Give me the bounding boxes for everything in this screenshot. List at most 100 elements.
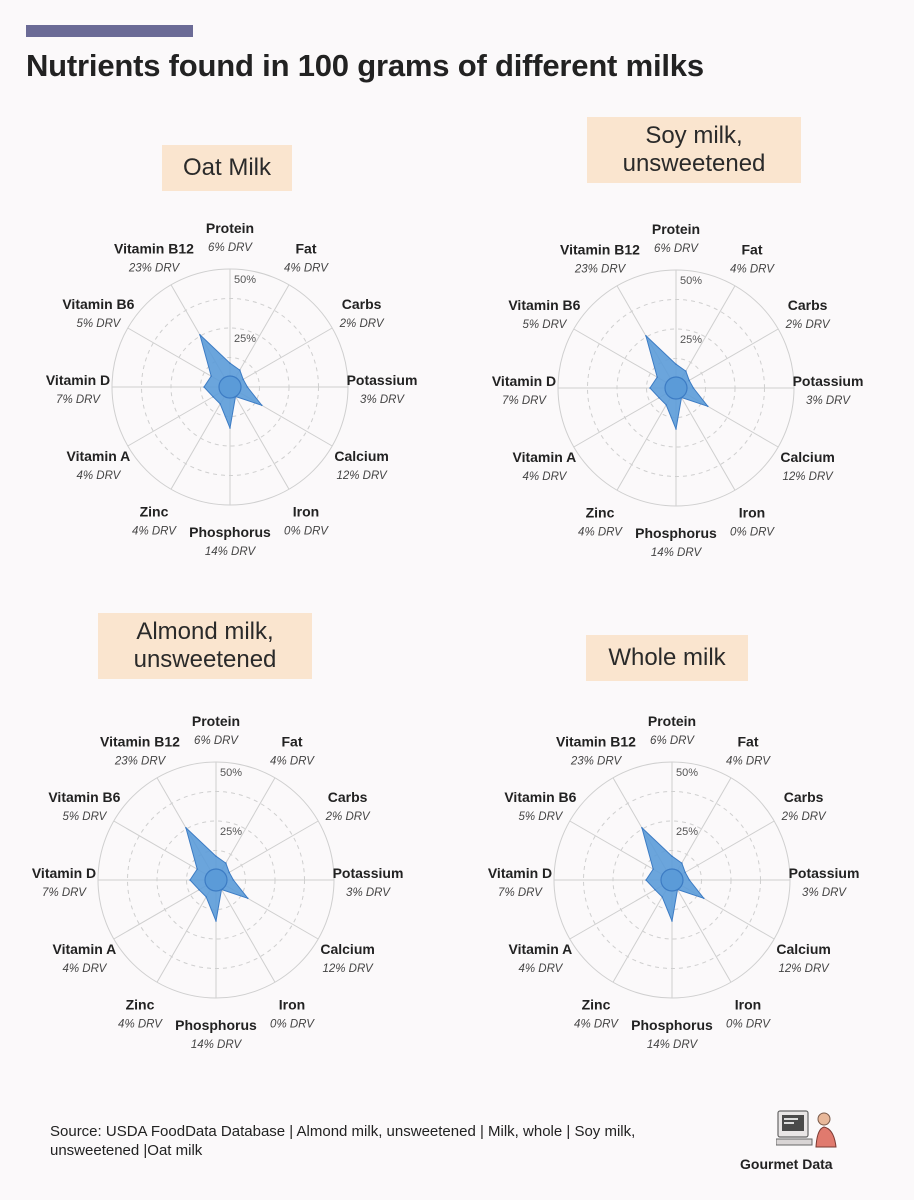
data-point-vitamin-b12 xyxy=(645,335,647,337)
axis-drv-carbs: 2% DRV xyxy=(781,811,827,823)
axis-drv-vitamin-b12: 23% DRV xyxy=(570,755,623,767)
data-point-vitamin-a xyxy=(198,889,200,891)
axis-drv-potassium: 3% DRV xyxy=(806,395,851,407)
axis-label-vitamin-d: Vitamin D xyxy=(492,373,556,389)
spoke-iron xyxy=(229,386,290,490)
axis-drv-zinc: 4% DRV xyxy=(578,527,623,539)
axis-label-vitamin-b12: Vitamin B12 xyxy=(560,241,640,257)
data-point-vitamin-b12 xyxy=(641,827,643,829)
axis-label-vitamin-b6: Vitamin B6 xyxy=(62,296,134,312)
data-point-fat xyxy=(239,369,241,371)
spoke-carbs xyxy=(215,820,319,881)
axis-label-potassium: Potassium xyxy=(789,865,860,881)
axis-label-phosphorus: Phosphorus xyxy=(631,1017,713,1033)
axis-drv-calcium: 12% DRV xyxy=(778,963,830,975)
axis-label-vitamin-b6: Vitamin B6 xyxy=(508,297,580,313)
axis-drv-vitamin-b12: 23% DRV xyxy=(574,263,627,275)
axis-drv-vitamin-b12: 23% DRV xyxy=(114,755,167,767)
data-point-vitamin-d xyxy=(649,387,651,389)
axis-drv-protein: 6% DRV xyxy=(208,242,253,254)
axis-drv-phosphorus: 14% DRV xyxy=(205,546,257,558)
axis-label-vitamin-b6: Vitamin B6 xyxy=(504,789,576,805)
axis-label-calcium: Calcium xyxy=(780,449,834,465)
chart-title-whole: Whole milk xyxy=(586,635,748,681)
data-point-vitamin-b12 xyxy=(185,827,187,829)
data-point-potassium xyxy=(692,387,695,389)
data-point-vitamin-b12 xyxy=(199,334,201,336)
spoke-carbs xyxy=(229,327,333,388)
axis-drv-protein: 6% DRV xyxy=(654,243,699,255)
data-point-vitamin-b6 xyxy=(656,376,658,378)
data-point-fat xyxy=(685,370,687,372)
axis-label-vitamin-b12: Vitamin B12 xyxy=(100,733,180,749)
axis-label-phosphorus: Phosphorus xyxy=(189,524,271,540)
chart-title-almond: Almond milk, unsweetened xyxy=(98,613,312,679)
brand-name: Gourmet Data xyxy=(740,1156,833,1172)
axis-label-potassium: Potassium xyxy=(333,865,404,881)
axis-drv-iron: 0% DRV xyxy=(730,527,775,539)
computer-person-icon xyxy=(775,1107,840,1156)
axis-drv-iron: 0% DRV xyxy=(270,1019,315,1031)
data-point-calcium xyxy=(261,404,263,407)
axis-label-phosphorus: Phosphorus xyxy=(175,1017,257,1033)
data-point-carbs xyxy=(228,871,230,874)
axis-label-potassium: Potassium xyxy=(347,372,418,388)
data-point-vitamin-b6 xyxy=(210,375,212,377)
axis-drv-calcium: 12% DRV xyxy=(322,963,374,975)
data-point-protein xyxy=(675,363,677,366)
axis-label-vitamin-b12: Vitamin B12 xyxy=(556,733,636,749)
axis-drv-potassium: 3% DRV xyxy=(802,887,847,899)
ring-label: 50% xyxy=(676,767,698,779)
data-point-potassium xyxy=(688,879,691,881)
data-point-fat xyxy=(225,862,227,864)
axis-drv-zinc: 4% DRV xyxy=(132,526,177,538)
axis-label-vitamin-d: Vitamin D xyxy=(32,865,96,881)
axis-drv-carbs: 2% DRV xyxy=(339,318,385,330)
axis-label-fat: Fat xyxy=(742,241,763,257)
data-point-zinc xyxy=(661,896,663,898)
axis-drv-calcium: 12% DRV xyxy=(336,470,388,482)
axis-drv-phosphorus: 14% DRV xyxy=(647,1039,699,1051)
axis-label-protein: Protein xyxy=(192,713,240,729)
axis-label-carbs: Carbs xyxy=(788,297,828,313)
axis-label-iron: Iron xyxy=(279,997,305,1013)
spoke-carbs xyxy=(675,328,779,389)
axis-label-protein: Protein xyxy=(206,220,254,236)
axis-label-calcium: Calcium xyxy=(334,448,388,464)
data-point-potassium xyxy=(246,386,249,388)
axis-label-zinc: Zinc xyxy=(140,504,169,520)
data-point-vitamin-b6 xyxy=(652,868,654,870)
data-point-phosphorus xyxy=(671,920,673,922)
ring-label: 50% xyxy=(234,274,256,286)
axis-drv-fat: 4% DRV xyxy=(726,755,771,767)
axis-label-protein: Protein xyxy=(652,221,700,237)
data-point-carbs xyxy=(688,379,690,382)
data-point-zinc xyxy=(665,404,667,406)
axis-drv-phosphorus: 14% DRV xyxy=(191,1039,243,1051)
center-hub xyxy=(660,868,684,892)
axis-label-fat: Fat xyxy=(296,240,317,256)
chart-title-soy-text: Soy milk, unsweetened xyxy=(622,122,766,177)
axis-label-zinc: Zinc xyxy=(126,997,155,1013)
axis-label-carbs: Carbs xyxy=(328,789,368,805)
ring-label: 25% xyxy=(220,826,242,838)
data-point-zinc xyxy=(205,896,207,898)
source-note: Source: USDA FoodData Database | Almond … xyxy=(50,1123,636,1159)
axis-drv-vitamin-a: 4% DRV xyxy=(518,963,563,975)
axis-label-potassium: Potassium xyxy=(793,373,864,389)
axis-drv-vitamin-b6: 5% DRV xyxy=(518,811,563,823)
data-point-vitamin-b6 xyxy=(196,868,198,870)
axis-drv-zinc: 4% DRV xyxy=(574,1019,619,1031)
data-point-protein xyxy=(215,855,217,857)
data-point-potassium xyxy=(232,879,235,881)
axis-label-vitamin-a: Vitamin A xyxy=(67,448,131,464)
axis-drv-potassium: 3% DRV xyxy=(360,394,405,406)
axis-drv-vitamin-d: 7% DRV xyxy=(502,395,547,407)
chart-title-almond-text: Almond milk, unsweetened xyxy=(133,618,277,673)
axis-label-iron: Iron xyxy=(739,505,765,521)
axis-label-iron: Iron xyxy=(293,504,319,520)
ring-label: 25% xyxy=(680,334,702,346)
axis-drv-vitamin-d: 7% DRV xyxy=(56,394,101,406)
axis-drv-vitamin-b6: 5% DRV xyxy=(522,319,567,331)
